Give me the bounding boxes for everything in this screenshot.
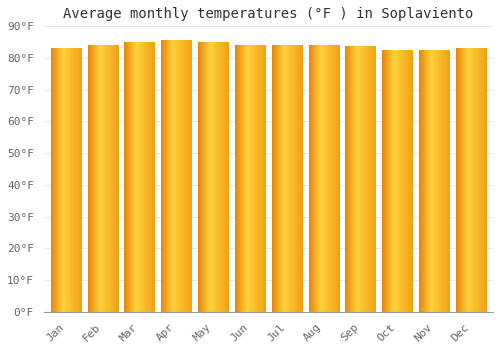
Bar — [272, 45, 302, 312]
Bar — [161, 41, 192, 312]
Bar — [419, 50, 449, 312]
Title: Average monthly temperatures (°F ) in Soplaviento: Average monthly temperatures (°F ) in So… — [63, 7, 474, 21]
Bar — [235, 45, 265, 312]
Bar — [198, 42, 228, 312]
Bar — [308, 45, 338, 312]
Bar — [346, 47, 376, 312]
Bar — [88, 45, 118, 312]
Bar — [50, 49, 81, 312]
Bar — [124, 42, 154, 312]
Bar — [382, 50, 412, 312]
Bar — [456, 49, 486, 312]
